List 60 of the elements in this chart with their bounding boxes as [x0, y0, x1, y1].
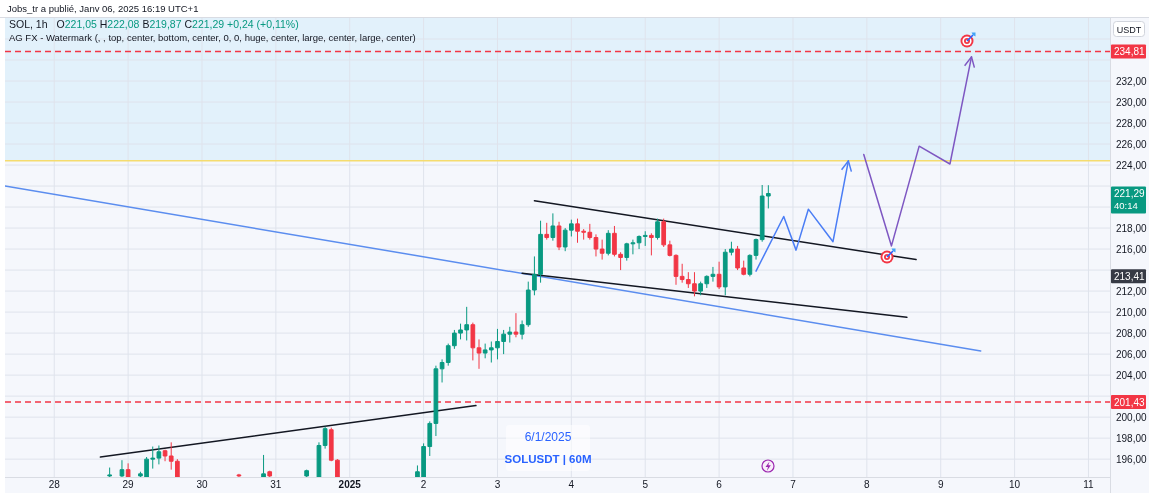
candlestick	[673, 253, 679, 286]
chart-title: SOL, 1h	[9, 18, 48, 30]
y-tick-label: 230,00	[1116, 96, 1148, 108]
text: 40:14	[1114, 200, 1138, 212]
candlestick	[322, 426, 328, 450]
annotation: AG FX - Watermark (, , top, center, bottom, center, 0, 0, huge, center, large, center, large, center)	[9, 32, 416, 43]
candlestick	[125, 462, 131, 477]
x-tick-label: 10	[1009, 479, 1021, 490]
candlestick	[605, 229, 611, 256]
x-tick-label: 9	[937, 479, 944, 490]
y-tick-label: 200,00	[1116, 411, 1148, 423]
x-tick-label: 31	[270, 479, 282, 490]
x-tick-label: 7	[790, 479, 797, 490]
x-tick-label: 8	[864, 479, 871, 490]
y-tick-label: 212,00	[1116, 285, 1148, 297]
candlestick	[513, 312, 519, 338]
candlestick	[716, 261, 722, 290]
y-tick-label: 196,00	[1116, 453, 1148, 465]
x-tick-label: 6	[716, 479, 723, 490]
candlestick	[267, 470, 273, 477]
y-tick-label: 198,00	[1116, 432, 1148, 444]
candlestick	[107, 467, 112, 477]
candlestick	[476, 338, 482, 370]
x-tick-label: 11	[1083, 479, 1095, 490]
candlestick	[747, 253, 753, 277]
y-tick-label: 204,00	[1116, 369, 1148, 381]
candlestick	[119, 459, 125, 477]
text: 221,29	[1114, 188, 1146, 200]
candlestick	[304, 469, 309, 477]
x-tick-label: 28	[48, 479, 61, 490]
annotation: 6/1/2025	[524, 430, 572, 444]
candlestick	[599, 239, 605, 261]
y-tick-label: 216,00	[1116, 243, 1148, 255]
x-tick-label: 30	[196, 479, 208, 490]
candlestick	[470, 322, 476, 361]
chart-subtitle: O221,05 H222,08 B219,87 C221,29 +0,24 (+0,11%)	[56, 18, 299, 30]
y-tick-label: 232,00	[1116, 75, 1148, 87]
x-tick-label: 29	[122, 479, 135, 490]
candlestick	[556, 221, 562, 251]
candlestick	[655, 218, 660, 241]
text: Jobs_tr a publié, Janv 06, 2025 16:19 UTC+1	[7, 3, 199, 14]
y-tick-label: 208,00	[1116, 327, 1148, 339]
y-tick-label: 218,00	[1116, 222, 1148, 234]
x-tick-label: 4	[568, 479, 575, 490]
y-tick-label: 226,00	[1116, 138, 1148, 150]
candlestick	[649, 232, 654, 256]
x-tick-label: 2	[420, 479, 427, 490]
candlestick	[550, 212, 556, 242]
annotation: SOLUSDT | 60M	[504, 453, 592, 465]
x-tick-label: 5	[642, 479, 649, 490]
x-tick-label: 3	[494, 479, 501, 490]
candlestick	[261, 454, 266, 477]
x-tick-label: 2025	[338, 479, 362, 490]
candlestick	[236, 473, 242, 477]
y-tick-label: 224,00	[1116, 159, 1148, 171]
y-tick-label: 228,00	[1116, 117, 1148, 129]
candlestick	[544, 222, 550, 241]
y-tick-label: 210,00	[1116, 306, 1148, 318]
y-tick-label: 206,00	[1116, 348, 1148, 360]
candlestick	[316, 441, 322, 477]
